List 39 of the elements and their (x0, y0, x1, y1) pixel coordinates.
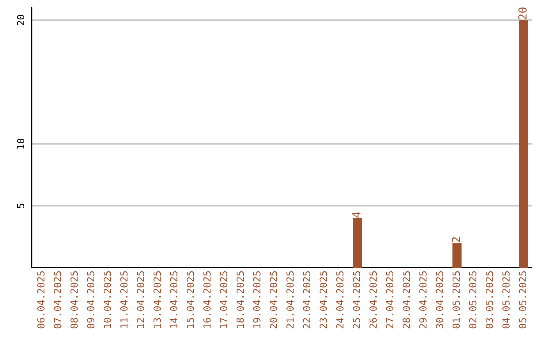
x-tick-label: 07.04.2025 (54, 272, 62, 329)
x-tick-label: 04.05.2025 (502, 272, 510, 329)
x-tick-label: 06.04.2025 (37, 272, 45, 329)
y-tick-label: 5 (17, 204, 25, 208)
x-tick-label: 02.05.2025 (469, 272, 477, 329)
x-tick-label: 27.04.2025 (386, 272, 394, 329)
x-tick-label: 30.04.2025 (436, 272, 444, 329)
x-tick-label: 22.04.2025 (303, 272, 311, 329)
x-tick-label: 25.04.2025 (353, 272, 360, 329)
x-tick-label: 09.04.2025 (87, 272, 95, 329)
x-tick-label: 16.04.2025 (204, 272, 211, 328)
bar (353, 218, 362, 268)
x-tick-label: 17.04.2025 (220, 272, 228, 328)
x-tick-label: 20.04.2025 (270, 272, 278, 329)
x-tick-label: 10.04.2025 (104, 272, 112, 328)
x-tick-label: 14.04.2025 (170, 272, 178, 328)
bar (452, 243, 462, 268)
x-tick-label: 12.04.2025 (137, 272, 144, 328)
x-tick-label: 18.04.2025 (236, 272, 244, 328)
x-tick-label: 24.04.2025 (336, 272, 344, 329)
bar (519, 20, 528, 268)
x-tick-label: 03.05.2025 (486, 272, 494, 329)
x-tick-label: 23.04.2025 (320, 272, 328, 329)
x-tick-label: 29.04.2025 (420, 272, 427, 329)
data-label: 2 (452, 237, 460, 242)
y-tick-label: 10 (17, 138, 25, 149)
x-tick-label: 19.04.2025 (253, 272, 261, 328)
x-tick-label: 13.04.2025 (154, 272, 162, 328)
y-tick-label: 20 (17, 15, 25, 26)
x-tick-label: 08.04.2025 (70, 272, 78, 329)
data-label: 20 (518, 8, 527, 20)
x-tick-label: 26.04.2025 (370, 272, 378, 329)
data-label: 4 (352, 212, 361, 218)
x-tick-label: 01.05.2025 (452, 272, 460, 329)
x-tick-label: 28.04.2025 (402, 272, 410, 329)
x-tick-label: 05.05.2025 (519, 272, 527, 329)
x-tick-label: 21.04.2025 (286, 272, 294, 329)
x-tick-label: 15.04.2025 (186, 272, 194, 328)
x-tick-label: 11.04.2025 (120, 272, 128, 328)
